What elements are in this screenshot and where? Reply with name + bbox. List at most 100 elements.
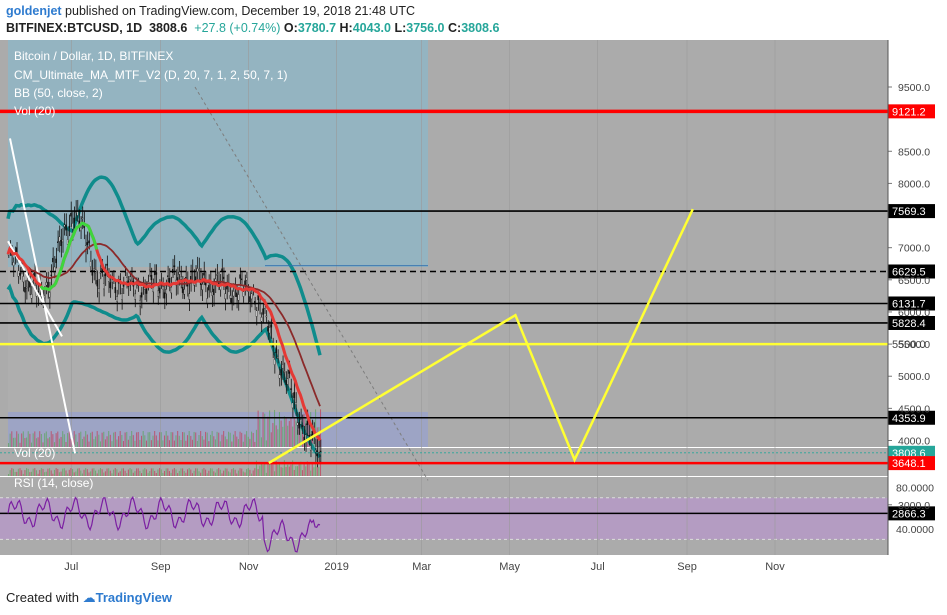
close-value: 3808.6 (461, 21, 500, 35)
tradingview-brand[interactable]: TradingView (95, 590, 172, 605)
volume-bar (67, 433, 69, 447)
volume-pane-bar (21, 470, 23, 476)
volume-pane-bar (310, 470, 312, 476)
chart-canvas[interactable]: 9121.2 7569.3 6629.5 6131.7 5828.4 5500.0 4353… (0, 40, 947, 600)
volume-pane-bar (180, 468, 182, 476)
y-tick-label: 7000.0 (898, 243, 930, 255)
tradingview-logo-icon[interactable]: ☁ (82, 590, 96, 605)
candle-body (22, 276, 25, 283)
candle-body (134, 293, 136, 300)
volume-bar (183, 432, 185, 447)
volume-bar (24, 438, 26, 447)
volume-pane-bar (144, 468, 146, 476)
candle-body (268, 327, 271, 334)
high-label: H: (339, 21, 353, 35)
volume-pane-bar (249, 469, 251, 476)
volume-pane-bar (224, 468, 226, 476)
volume-pane-bar (226, 468, 228, 476)
volume-pane-bar (252, 470, 254, 476)
candle-body (86, 242, 89, 246)
volume-pane-bar (85, 468, 87, 476)
volume-bar (186, 435, 189, 447)
volume-bar (232, 434, 235, 447)
volume-bar (141, 435, 143, 447)
candle-body (149, 269, 151, 272)
candle-body (216, 274, 218, 276)
candle-body (140, 292, 143, 298)
volume-bar (196, 440, 198, 447)
candle-body (273, 358, 276, 365)
candle-body (61, 238, 64, 243)
legend-vol: Vol (20) (14, 104, 55, 118)
volume-bar (159, 432, 161, 447)
candle-body (126, 277, 128, 282)
volume-bar (58, 438, 60, 447)
volume-bar (93, 439, 95, 447)
volume-pane-bar (11, 468, 13, 476)
volume-bar (91, 431, 93, 447)
volume-bar (218, 432, 220, 447)
volume-pane-bar (168, 471, 170, 476)
volume-bar (193, 431, 195, 447)
candle-body (25, 286, 28, 289)
y-tick-label: 6500.0 (898, 275, 930, 287)
volume-pane-bar (124, 470, 126, 476)
volume-bar (216, 431, 218, 447)
candle-body (188, 293, 190, 300)
low-label: L: (394, 21, 407, 35)
candle-body (295, 402, 297, 405)
x-tick-label: Jul (591, 561, 605, 573)
volume-bar (290, 418, 292, 447)
volume-pane-bar (9, 470, 11, 476)
volume-bar (150, 440, 152, 447)
price-label-box (888, 315, 935, 330)
volume-pane-bar (236, 473, 238, 476)
volume-bar (244, 434, 246, 447)
volume-pane-bar (134, 471, 136, 476)
volume-pane-bar (282, 467, 284, 476)
volume-bar (188, 431, 190, 447)
volume-bar (170, 432, 172, 447)
legend-title: Bitcoin / Dollar, 1D, BITFINEX (14, 49, 173, 63)
volume-pane-bar (96, 473, 98, 476)
volume-pane-bar (53, 469, 56, 476)
volume-pane-bar (98, 469, 100, 476)
candle-body (58, 236, 61, 242)
volume-pane-bar (114, 468, 116, 476)
volume-pane-bar (292, 460, 294, 476)
volume-pane-bar (57, 468, 59, 476)
volume-bar (211, 431, 213, 447)
volume-bar (70, 438, 72, 447)
volume-bar (55, 433, 57, 447)
candle-body (278, 374, 281, 379)
candle-body (165, 289, 167, 294)
volume-pane-bar (242, 471, 244, 476)
rsi-line (7, 495, 321, 553)
y-tick-label: 9500.0 (898, 82, 930, 94)
volume-pane-bar (262, 464, 264, 476)
candle-body (88, 240, 90, 244)
x-tick-label: 2019 (324, 561, 348, 573)
volume-bar (201, 436, 203, 447)
volume-pane-bar (177, 473, 179, 476)
candle-body (63, 224, 66, 227)
price-label-box (888, 506, 935, 521)
volume-bar (149, 432, 151, 447)
volume-bar (278, 412, 280, 447)
volume-bar (154, 431, 156, 447)
candle-body (201, 284, 204, 290)
volume-pane-bar (237, 470, 239, 476)
candle-body (103, 282, 105, 290)
volume-pane-bar (247, 468, 249, 476)
volume-pane-bar (246, 469, 248, 476)
candle-body (76, 211, 79, 216)
volume-bar (221, 434, 223, 447)
volume-bar (206, 432, 208, 447)
volume-bar (103, 431, 105, 447)
volume-bar (280, 420, 282, 447)
volume-bar (246, 431, 248, 447)
volume-bar (108, 431, 110, 447)
price-label-text: 6629.5 (892, 266, 926, 278)
x-tick-label: Mar (412, 561, 431, 573)
author-name[interactable]: goldenjet (6, 4, 62, 18)
